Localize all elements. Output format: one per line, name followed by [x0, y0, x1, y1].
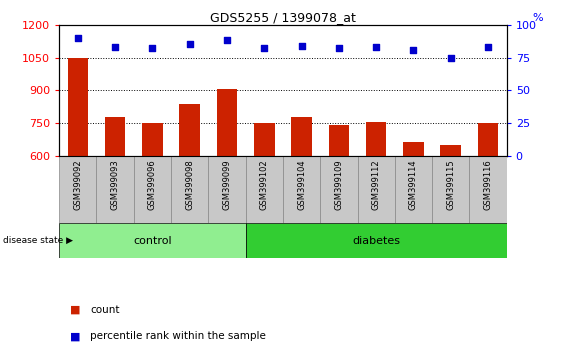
Point	[148, 46, 157, 51]
Text: GSM399102: GSM399102	[260, 159, 269, 210]
Bar	[283, 156, 320, 223]
Text: percentile rank within the sample: percentile rank within the sample	[90, 331, 266, 341]
Text: GSM399096: GSM399096	[148, 159, 157, 210]
Text: GSM399112: GSM399112	[372, 159, 381, 210]
Text: GSM399109: GSM399109	[334, 159, 343, 210]
Bar	[171, 156, 208, 223]
Point	[334, 46, 343, 51]
Bar	[254, 123, 275, 156]
Bar	[470, 156, 507, 223]
Bar	[68, 58, 88, 156]
Bar	[291, 117, 312, 156]
Bar	[478, 123, 498, 156]
Bar	[142, 124, 163, 156]
Text: GSM399098: GSM399098	[185, 159, 194, 210]
Bar	[59, 223, 245, 258]
Point	[372, 44, 381, 50]
Bar	[217, 89, 237, 156]
Text: ■: ■	[70, 331, 81, 341]
Text: count: count	[90, 305, 119, 315]
Point	[446, 55, 455, 60]
Text: GSM399099: GSM399099	[222, 159, 231, 210]
Text: GSM399116: GSM399116	[484, 159, 493, 210]
Bar	[432, 156, 470, 223]
Bar	[59, 156, 96, 223]
Bar	[180, 104, 200, 156]
Bar	[245, 156, 283, 223]
Point	[409, 47, 418, 52]
Text: GSM399115: GSM399115	[446, 159, 455, 210]
Text: GSM399092: GSM399092	[73, 159, 82, 210]
Text: diabetes: diabetes	[352, 236, 400, 246]
Bar	[105, 117, 126, 156]
Text: GSM399104: GSM399104	[297, 159, 306, 210]
Point	[73, 35, 82, 41]
Point	[484, 44, 493, 50]
Text: ■: ■	[70, 305, 81, 315]
Bar	[440, 145, 461, 156]
Bar	[320, 156, 358, 223]
Point	[260, 46, 269, 51]
Point	[222, 38, 231, 43]
Text: disease state ▶: disease state ▶	[3, 236, 73, 245]
Text: control: control	[133, 236, 172, 246]
Text: GSM399114: GSM399114	[409, 159, 418, 210]
Bar	[395, 156, 432, 223]
Bar	[366, 122, 386, 156]
Title: GDS5255 / 1399078_at: GDS5255 / 1399078_at	[210, 11, 356, 24]
Point	[185, 41, 194, 47]
Point	[110, 44, 119, 50]
Y-axis label: %: %	[533, 13, 543, 23]
Bar	[329, 125, 349, 156]
Point	[297, 43, 306, 48]
Bar	[358, 156, 395, 223]
Bar	[208, 156, 245, 223]
Bar	[96, 156, 133, 223]
Bar	[403, 142, 424, 156]
Bar	[134, 156, 171, 223]
Bar	[245, 223, 507, 258]
Text: GSM399093: GSM399093	[110, 159, 119, 210]
